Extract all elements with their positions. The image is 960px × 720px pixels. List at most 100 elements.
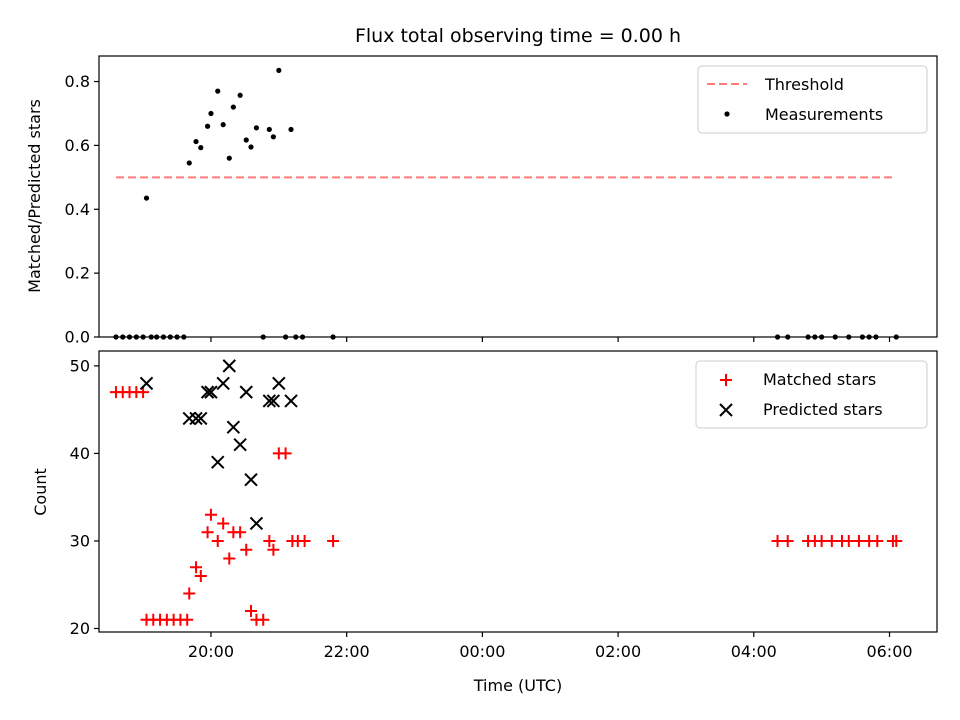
- bottom-legend: Matched stars Predicted stars: [695, 360, 928, 429]
- measurements-point: [237, 92, 243, 98]
- top-y-axis-label: Matched/Predicted stars: [25, 99, 44, 293]
- bottom-y-ticks: 20 30 40 50: [70, 356, 99, 638]
- legend-measurements-label: Measurements: [765, 105, 883, 124]
- bottom-y-tick-label: 40: [70, 444, 90, 463]
- measurements-point: [220, 122, 226, 128]
- predicted-stars-point: [233, 437, 247, 452]
- top-y-tick-label: 0.4: [65, 200, 90, 219]
- bottom-legend-box: [695, 360, 928, 429]
- predicted-stars-point: [211, 455, 225, 469]
- matched-stars-point: [815, 534, 828, 547]
- measurements-point: [198, 145, 204, 151]
- matched-stars-point: [263, 534, 276, 547]
- matched-stars-point: [194, 569, 207, 582]
- predicted-stars-point: [284, 394, 298, 408]
- top-y-tick-label: 0.0: [65, 328, 90, 347]
- measurements-point: [215, 88, 221, 94]
- bottom-y-axis-label: Count: [31, 468, 50, 516]
- matched-stars-point: [190, 561, 203, 574]
- top-plot-frame: [98, 55, 938, 338]
- top-y-ticks: 0.0 0.2 0.4 0.6 0.8: [65, 72, 99, 347]
- legend-threshold-label: Threshold: [764, 75, 844, 94]
- matched-stars-point: [223, 552, 236, 565]
- legend-predicted-label: Predicted stars: [763, 400, 883, 419]
- x-tick-label: 20:00: [188, 642, 234, 661]
- top-y-tick-label: 0.8: [65, 72, 90, 91]
- predicted-stars-point: [189, 411, 203, 426]
- predicted-stars-point: [244, 472, 258, 487]
- matched-stars-point: [267, 543, 280, 556]
- matched-stars-point: [781, 534, 794, 547]
- matched-stars-point: [181, 613, 194, 626]
- matched-stars-point: [217, 517, 230, 530]
- measurements-point: [208, 110, 214, 117]
- measurements-point: [288, 126, 294, 133]
- predicted-stars-point: [266, 394, 281, 408]
- legend-matched-swatch: [720, 374, 732, 386]
- bottom-y-tick-label: 50: [70, 356, 90, 375]
- matched-stars-point: [771, 534, 784, 547]
- matched-stars-point: [257, 613, 270, 626]
- predicted-stars-point: [239, 385, 253, 399]
- predicted-stars-point: [204, 385, 218, 399]
- top-legend-box: [697, 65, 928, 134]
- matched-stars-point: [183, 587, 196, 600]
- matched-stars-point: [298, 534, 311, 547]
- legend-predicted-swatch: [719, 403, 733, 417]
- figure-title: Flux total observing time = 0.00 h: [355, 25, 681, 47]
- matched-stars-point: [240, 543, 253, 556]
- bottom-plot-frame: [98, 350, 938, 633]
- x-tick-label: 00:00: [459, 642, 505, 661]
- predicted-stars-point: [226, 420, 241, 434]
- measurements-point: [243, 137, 249, 143]
- top-y-tick-label: 0.2: [65, 264, 90, 283]
- legend-measurements-swatch: [724, 111, 730, 117]
- predicted-stars-point: [216, 376, 230, 391]
- legend-matched-label: Matched stars: [763, 370, 876, 389]
- measurements-point: [193, 138, 199, 145]
- measurements-point: [276, 67, 282, 73]
- x-tick-label: 04:00: [731, 642, 777, 661]
- matched-stars-point: [211, 534, 224, 547]
- matched-stars-point: [244, 604, 257, 617]
- measurements-point: [226, 155, 232, 161]
- top-legend: Threshold Measurements: [697, 65, 928, 134]
- matched-stars-point: [204, 508, 217, 521]
- bottom-x-ticks: 20:00 22:00 00:00 02:00 04:00 06:00: [188, 632, 913, 661]
- predicted-stars-point: [200, 385, 215, 399]
- measurements-point: [248, 144, 254, 150]
- top-panel: 0.00.20.40.60.8 Matched/Predicted stars …: [25, 55, 938, 347]
- top-y-tick-label: 0.6: [65, 136, 90, 155]
- measurements-point: [266, 126, 272, 133]
- matched-stars-point: [871, 534, 884, 547]
- measurements-point: [204, 123, 211, 129]
- predicted-stars-point: [262, 394, 277, 408]
- bottom-y-tick-label: 30: [70, 531, 90, 550]
- measurements-point: [143, 195, 150, 201]
- matched-stars-point: [890, 534, 903, 547]
- predicted-stars-point: [194, 411, 208, 426]
- predicted-stars-point: [272, 376, 286, 391]
- matched-stars-point: [842, 534, 855, 547]
- matched-stars-point: [825, 534, 838, 547]
- matched-stars-point: [279, 447, 292, 460]
- bottom-y-tick-label: 20: [70, 619, 90, 638]
- predicted-stars-point: [222, 359, 236, 373]
- matched-stars-point: [327, 534, 340, 547]
- x-axis-label: Time (UTC): [473, 676, 562, 695]
- measurements-point: [270, 134, 276, 140]
- bottom-marks: [109, 359, 903, 626]
- predicted-stars-point: [139, 376, 154, 391]
- measurements-point: [230, 104, 236, 110]
- matched-stars-point: [852, 534, 865, 547]
- matched-stars-point: [201, 526, 214, 539]
- x-tick-label: 22:00: [324, 642, 370, 661]
- top-x-ticks: [210, 337, 891, 342]
- measurements-point: [253, 125, 260, 131]
- x-tick-label: 06:00: [866, 642, 912, 661]
- measurements-point: [186, 160, 192, 166]
- matched-stars-point: [234, 526, 247, 539]
- x-tick-label: 02:00: [595, 642, 641, 661]
